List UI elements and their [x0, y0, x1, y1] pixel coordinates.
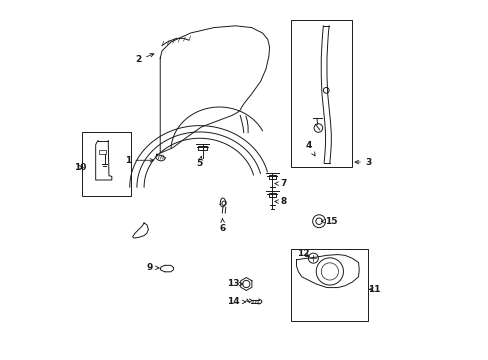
- Text: 1: 1: [124, 156, 153, 165]
- Text: 7: 7: [274, 179, 286, 188]
- Text: 2: 2: [135, 54, 154, 64]
- Bar: [268, 193, 276, 197]
- Text: 10: 10: [74, 163, 86, 172]
- Bar: [198, 145, 206, 150]
- Text: 6: 6: [220, 219, 225, 233]
- Text: 5: 5: [196, 156, 203, 168]
- Bar: [290, 249, 367, 320]
- Text: 12: 12: [297, 249, 309, 258]
- Text: 8: 8: [274, 197, 286, 206]
- Text: 11: 11: [367, 285, 380, 294]
- Text: 9: 9: [146, 264, 159, 273]
- Bar: [290, 21, 351, 167]
- Bar: [82, 132, 131, 196]
- Text: 13: 13: [226, 279, 243, 288]
- Text: 15: 15: [321, 217, 337, 226]
- Text: 14: 14: [226, 297, 245, 306]
- Bar: [99, 150, 106, 154]
- Bar: [268, 175, 276, 179]
- Text: 3: 3: [354, 158, 370, 167]
- Text: 4: 4: [305, 141, 314, 156]
